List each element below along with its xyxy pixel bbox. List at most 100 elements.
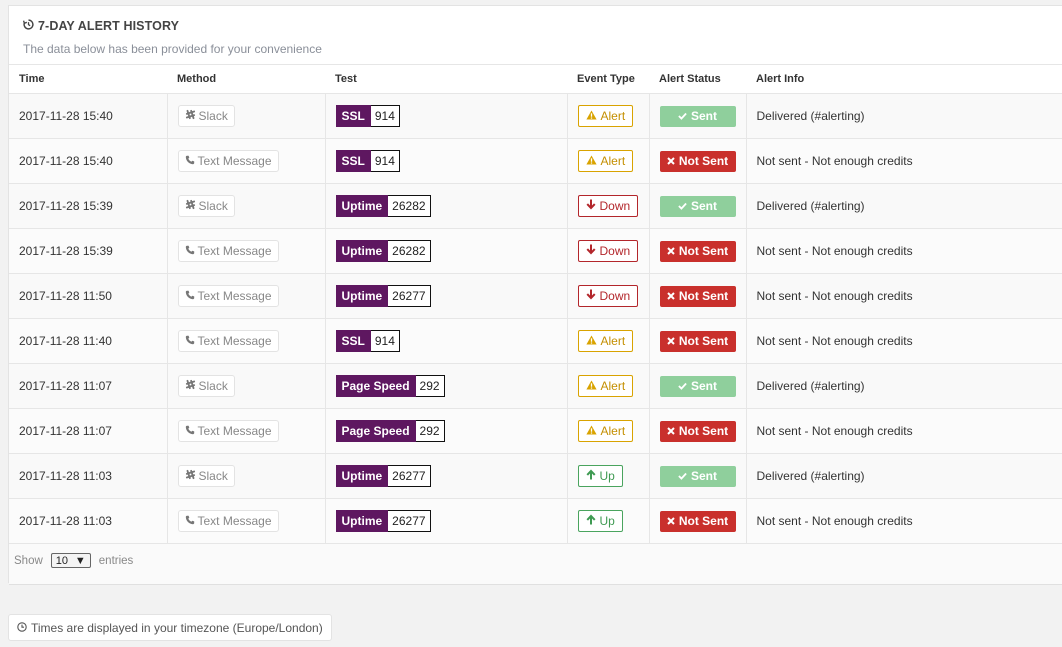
alert-status-label: Sent: [690, 469, 717, 483]
cell-method: Text Message: [167, 228, 326, 274]
method-label: Slack: [198, 379, 228, 393]
table-row: 2017-11-28 11:07 Text Message Page Speed 29…: [9, 408, 1062, 454]
test-link[interactable]: SSL 914: [335, 150, 400, 172]
phone-icon: [185, 515, 195, 528]
alert-info-value: Delivered (#alerting): [756, 379, 865, 393]
test-link[interactable]: Uptime 26277: [335, 465, 431, 487]
cell-test: SSL 914: [325, 318, 568, 364]
timezone-note-text: Times are displayed in your timezone (Eu…: [31, 620, 323, 635]
chevron-down-icon: ▼: [74, 554, 86, 567]
column-header-alert-info[interactable]: Alert Info: [746, 65, 1062, 94]
x-icon: [667, 334, 675, 348]
test-link[interactable]: Uptime 26277: [335, 285, 431, 307]
cell-event-type: Up: [567, 498, 650, 544]
alert-status-badge: Not Sent: [659, 330, 736, 352]
cell-alert-status: Not Sent: [649, 408, 747, 454]
method-badge: Slack: [177, 465, 235, 487]
alert-info-value: Not sent - Not enough credits: [756, 244, 913, 258]
page-size-value: 10: [55, 554, 69, 567]
cell-alert-info: Not sent - Not enough credits: [746, 228, 1062, 274]
cell-alert-status: Not Sent: [649, 138, 747, 184]
cell-event-type: Up: [567, 453, 650, 499]
method-label: Text Message: [197, 289, 272, 303]
alert-status-label: Sent: [690, 379, 717, 393]
check-icon: [678, 199, 687, 213]
test-link[interactable]: Uptime 26277: [335, 510, 431, 532]
cell-time: 2017-11-28 11:50: [9, 273, 168, 319]
warning-icon: [585, 424, 597, 438]
cell-method: Text Message: [167, 318, 326, 364]
alert-status-badge: Sent: [659, 465, 736, 487]
event-type-label: Up: [599, 469, 615, 483]
cell-time: 2017-11-28 11:03: [9, 498, 168, 544]
alert-info-value: Delivered (#alerting): [756, 199, 865, 213]
cell-alert-info: Delivered (#alerting): [746, 453, 1062, 499]
cell-method: Text Message: [167, 498, 326, 544]
cell-time: 2017-11-28 11:07: [9, 363, 168, 409]
show-label: Show: [14, 554, 43, 567]
event-type-badge: Alert: [577, 375, 634, 397]
test-type-label: SSL: [335, 150, 371, 172]
event-type-label: Alert: [600, 424, 626, 438]
column-header-method[interactable]: Method: [167, 65, 325, 94]
method-badge: Slack: [177, 195, 235, 217]
table-row: 2017-11-28 15:40 Text Message SSL 914 Alert N…: [9, 138, 1062, 184]
cell-method: Text Message: [167, 273, 326, 319]
cell-event-type: Alert: [567, 363, 650, 409]
table-row: 2017-11-28 15:39 Slack Uptime 26282 Down Sent…: [9, 183, 1062, 229]
test-link[interactable]: Page Speed 292: [335, 420, 445, 442]
warning-icon: [585, 334, 597, 348]
event-type-badge: Down: [577, 285, 639, 307]
time-value: 2017-11-28 11:50: [19, 289, 112, 303]
slack-icon: [185, 199, 196, 213]
alert-status-label: Sent: [690, 199, 717, 213]
event-type-badge: Up: [577, 465, 623, 487]
table-row: 2017-11-28 15:39 Text Message Uptime 26282 D…: [9, 228, 1062, 274]
alert-info-value: Not sent - Not enough credits: [756, 289, 913, 303]
alert-status-badge: Not Sent: [659, 240, 736, 262]
column-header-time[interactable]: Time: [9, 65, 167, 94]
arrow-up-icon: [586, 514, 596, 528]
slack-icon: [185, 379, 196, 393]
method-label: Text Message: [197, 154, 272, 168]
test-link[interactable]: Page Speed 292: [335, 375, 445, 397]
method-badge: Text Message: [177, 330, 279, 352]
phone-icon: [185, 290, 195, 303]
column-header-event-type[interactable]: Event Type: [567, 65, 649, 94]
method-label: Slack: [198, 469, 228, 483]
check-icon: [678, 109, 687, 123]
alert-status-label: Sent: [690, 109, 717, 123]
method-label: Text Message: [197, 334, 272, 348]
cell-test: Page Speed 292: [325, 363, 568, 409]
test-type-label: Page Speed: [335, 420, 416, 442]
page-size-select[interactable]: 10 ▼: [50, 553, 91, 568]
test-id-value: 292: [415, 375, 445, 397]
method-label: Text Message: [197, 244, 272, 258]
alert-status-badge: Sent: [659, 105, 736, 127]
x-icon: [667, 424, 675, 438]
test-link[interactable]: Uptime 26282: [335, 195, 431, 217]
table-row: 2017-11-28 11:07 Slack Page Speed 292 Alert S…: [9, 363, 1062, 409]
column-header-test[interactable]: Test: [325, 65, 567, 94]
cell-test: SSL 914: [325, 138, 568, 184]
method-label: Text Message: [197, 514, 272, 528]
event-type-badge: Alert: [577, 420, 634, 442]
test-link[interactable]: Uptime 26282: [335, 240, 431, 262]
time-value: 2017-11-28 15:40: [19, 109, 113, 123]
cell-test: Uptime 26277: [325, 453, 568, 499]
event-type-badge: Alert: [577, 105, 634, 127]
cell-time: 2017-11-28 11:40: [9, 318, 168, 364]
alert-status-label: Not Sent: [678, 514, 729, 528]
test-link[interactable]: SSL 914: [335, 105, 400, 127]
test-type-label: Uptime: [335, 285, 389, 307]
test-link[interactable]: SSL 914: [335, 330, 400, 352]
test-id-value: 26277: [388, 285, 431, 307]
cell-alert-info: Not sent - Not enough credits: [746, 498, 1062, 544]
alert-info-value: Delivered (#alerting): [756, 109, 865, 123]
cell-time: 2017-11-28 11:03: [9, 453, 168, 499]
cell-event-type: Alert: [567, 93, 650, 139]
phone-icon: [185, 245, 195, 258]
test-type-label: Uptime: [335, 465, 389, 487]
column-header-alert-status[interactable]: Alert Status: [649, 65, 746, 94]
alert-status-badge: Not Sent: [659, 150, 736, 172]
